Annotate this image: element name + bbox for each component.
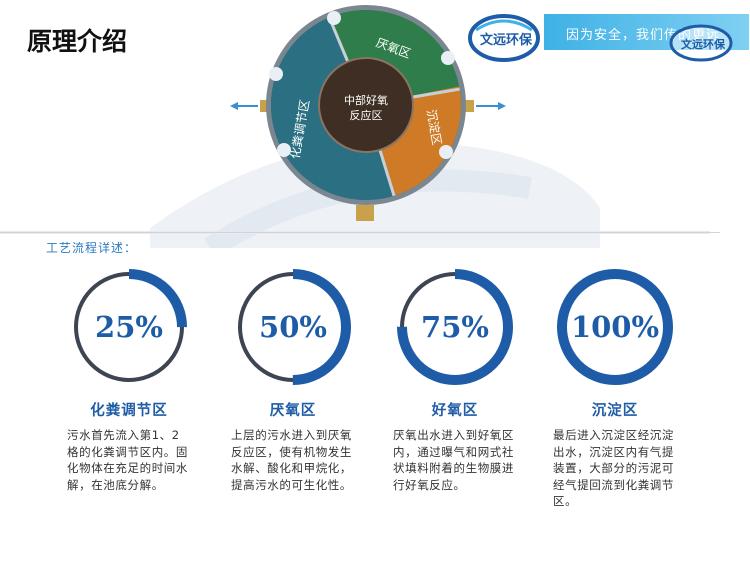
progress-ring: 50% bbox=[235, 269, 351, 385]
center-label-1: 中部好氧 bbox=[344, 93, 388, 107]
bottom-pipe bbox=[356, 205, 374, 221]
stage-title: 化粪调节区 bbox=[90, 403, 168, 419]
stage-card: 50% 厌氧区上层的污水进入到厌氧反应区，使有机物发生水解、酸化和甲烷化，提高污水… bbox=[218, 265, 368, 493]
center-label-2: 反应区 bbox=[350, 108, 383, 122]
progress-ring-fill bbox=[71, 269, 187, 385]
tank-diagram: 中部好氧 反应区 厌氧区 沉淀区 化粪调节区 bbox=[230, 5, 506, 221]
progress-ring-fill bbox=[557, 269, 673, 385]
wenyuan-logo-icon: 文远环保 bbox=[468, 14, 540, 62]
banner-logo-text: 文远环保 bbox=[681, 37, 726, 51]
banner-logo-icon: 文远环保 bbox=[669, 24, 733, 62]
progress-ring: 75% bbox=[397, 269, 513, 385]
percent-label: 25% bbox=[95, 310, 163, 344]
center-reactor bbox=[319, 58, 413, 152]
stage-title: 沉淀区 bbox=[591, 403, 639, 419]
progress-ring-fill bbox=[397, 269, 513, 385]
page-title: 原理介绍 bbox=[27, 27, 128, 56]
stage-card: 75% 好氧区厌氧出水进入到好氧区内，通过曝气和网式社状填料附着的生物膜进行好氧反… bbox=[380, 265, 530, 493]
stage-description: 最后进入沉淀区经沉淀出水，沉淀区内有气提装置，大部分的污泥可经气提回流到化粪调节… bbox=[553, 428, 674, 508]
progress-ring: 100% bbox=[557, 269, 673, 385]
stage-title: 好氧区 bbox=[431, 403, 479, 419]
stage-title: 厌氧区 bbox=[269, 403, 317, 419]
progress-ring-fill bbox=[235, 269, 351, 385]
zone-label-sediment: 沉淀区 bbox=[424, 108, 444, 146]
stage-description: 上层的污水进入到厌氧反应区，使有机物发生水解、酸化和甲烷化，提高污水的可生化性。 bbox=[231, 428, 352, 492]
percent-label: 100% bbox=[571, 310, 659, 344]
stage-description: 厌氧出水进入到好氧区内，通过曝气和网式社状填料附着的生物膜进行好氧反应。 bbox=[393, 428, 514, 492]
percent-label: 50% bbox=[259, 310, 327, 344]
section-heading: 工艺流程详述： bbox=[46, 241, 138, 255]
logo-text: 文远环保 bbox=[480, 32, 533, 48]
progress-ring: 25% bbox=[71, 269, 187, 385]
stage-description: 污水首先流入第1、2格的化粪调节区内。固化物体在充足的时间水解，在池底分解。 bbox=[67, 428, 188, 492]
stage-card: 100% 沉淀区最后进入沉淀区经沉淀出水，沉淀区内有气提装置，大部分的污泥可经气提… bbox=[540, 265, 690, 510]
stage-card: 25% 化粪调节区污水首先流入第1、2格的化粪调节区内。固化物体在充足的时间水解，… bbox=[54, 265, 204, 493]
percent-label: 75% bbox=[421, 310, 489, 344]
